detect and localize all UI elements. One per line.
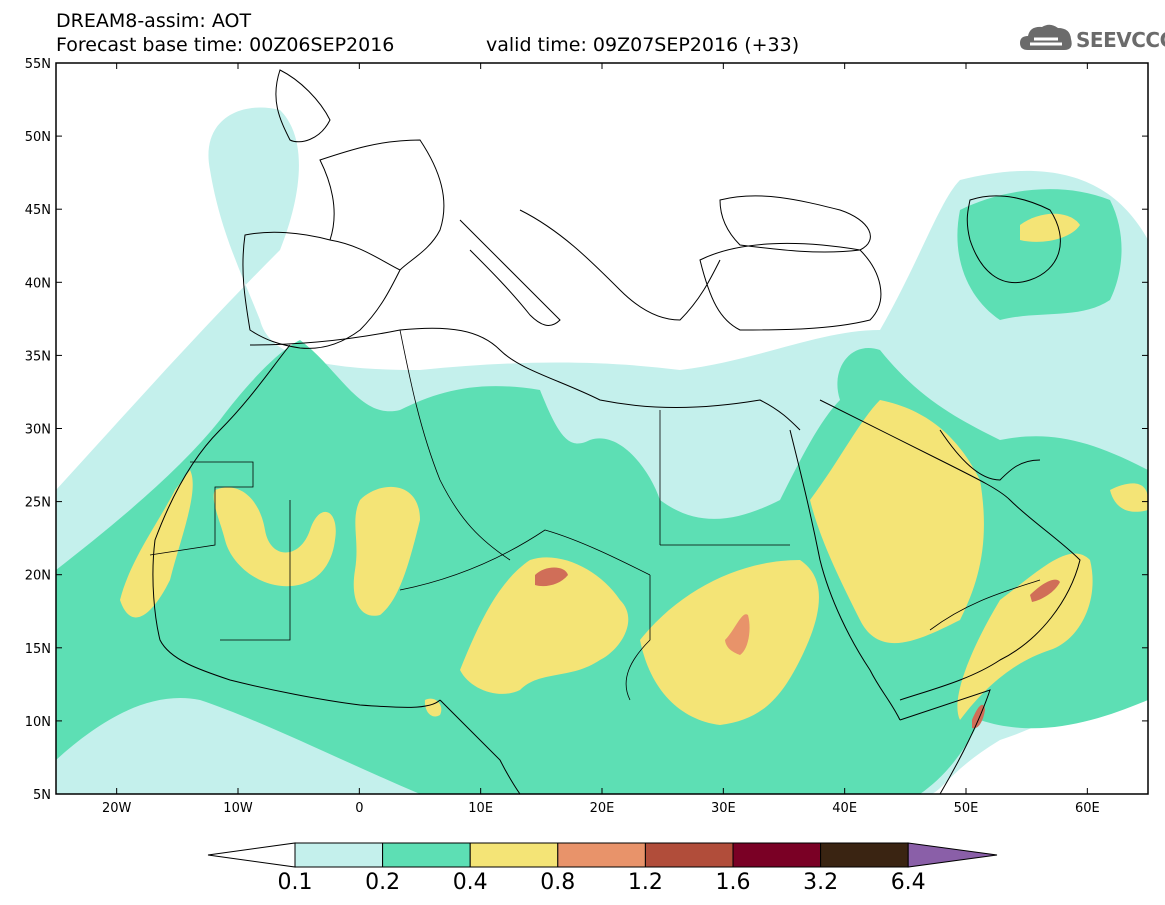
lat-tick-label: 20N [25,569,51,584]
aot-contour-0.4-mali [353,486,420,616]
coastline-italy [459,219,561,326]
coastline-caspian [966,195,1061,284]
colorbar-label: 1.6 [715,870,751,895]
lat-tick-label: 55N [25,57,51,72]
colorbar-swatch [644,842,734,868]
border-sahel [220,500,291,641]
latitude-axis: 55N 50N 45N 40N 35N 30N 25N 20N 15N 10N 5N [25,57,1148,803]
colorbar-label: 1.2 [627,870,663,895]
coastline-red-sea [789,429,901,721]
coastline-britain [275,69,331,143]
coastline-persian-gulf [939,429,1041,481]
lon-tick-label: 20E [590,801,615,816]
coastline-black-sea [719,195,871,253]
coastline-balkans [519,209,721,321]
coastline-north-africa [249,327,801,431]
colorbar-swatch [469,842,559,868]
colorbar-swatch [820,842,909,868]
colorbar-label: 0.4 [452,870,488,895]
country-borders [149,329,1041,701]
lon-tick-label: 10W [223,801,253,816]
border-mali-niger [399,529,651,591]
aot-contour-0.8-oman [1030,579,1060,602]
aot-contour-0.4-mauritania [213,487,336,587]
colorbar-swatch [294,842,384,868]
border-saudi-yemen [929,579,1041,631]
aot-contour-0.8-sudan [725,614,750,655]
coastline-gulf-of-guinea [439,699,521,794]
lat-tick-label: 30N [25,423,51,438]
lat-tick-label: 10N [25,715,51,730]
aot-contour-0.4-chad [460,557,629,694]
aot-contour-0.2-caspian [957,189,1122,320]
lon-tick-label: 10E [468,801,493,816]
aot-contour-0.4-nigeria [424,698,442,717]
lat-tick-label: 15N [25,642,51,657]
coastline-anatolia [699,242,882,331]
lat-tick-label: 35N [25,349,51,364]
colorbar-label: 3.2 [803,870,839,895]
coastline-arabia [819,399,1081,701]
border-algeria-libya [399,329,511,561]
border-chad-sudan [625,575,651,701]
lat-tick-label: 45N [25,203,51,218]
aot-contour-0.4-oman [957,553,1093,720]
colorbar-swatch [732,842,822,868]
lat-tick-label: 50N [25,130,51,145]
aot-contour-0.4-westsahara [120,470,193,618]
coastline-france [319,139,445,271]
lon-tick-label: 30E [711,801,736,816]
border-west-sahara [149,461,254,556]
colorbar-label: 0.1 [277,870,313,895]
lon-tick-label: 40E [832,801,857,816]
seevccc-logo: SEEVCCC [1018,20,1165,60]
coastlines [152,69,1081,794]
cloud-icon [1020,24,1072,50]
aot-contour-0.4-caspian [1020,213,1080,242]
lon-tick-label: 50E [954,801,979,816]
colorbar-swatch [557,842,646,868]
colorbar-arrow-low [207,842,296,868]
lon-tick-label: 60E [1075,801,1100,816]
lon-tick-label: 0 [355,801,363,816]
colorbar-label: 6.4 [890,870,926,895]
lon-tick-label: 20W [102,801,132,816]
map-title: DREAM8-assim: AOT [56,10,252,32]
logo-text: SEEVCCC [1076,28,1165,52]
valid-time: valid time: 09Z07SEP2016 (+33) [486,34,800,56]
colorbar-label: 0.8 [540,870,576,895]
coastline-horn-of-africa [899,689,991,794]
lat-tick-label: 5N [33,788,51,803]
aot-contour-0.8-somalia [972,704,985,729]
forecast-base-time: Forecast base time: 00Z06SEP2016 [56,34,395,56]
aot-contour-0.4-iran [1110,483,1148,512]
longitude-axis: 20W 10W 0 10E 20E 30E 40E 50E 60E [102,63,1100,816]
aot-contour-0.8-chad [535,567,568,587]
colorbar-swatch [382,842,471,868]
coastline-west-africa [152,344,441,708]
colorbar-arrow-high [907,842,998,868]
aot-field [56,107,1148,794]
colorbar-label: 0.2 [365,870,401,895]
lat-tick-label: 25N [25,496,51,511]
coastline-iberia [242,231,401,349]
colorbar [207,842,998,868]
lat-tick-label: 40N [25,276,51,291]
